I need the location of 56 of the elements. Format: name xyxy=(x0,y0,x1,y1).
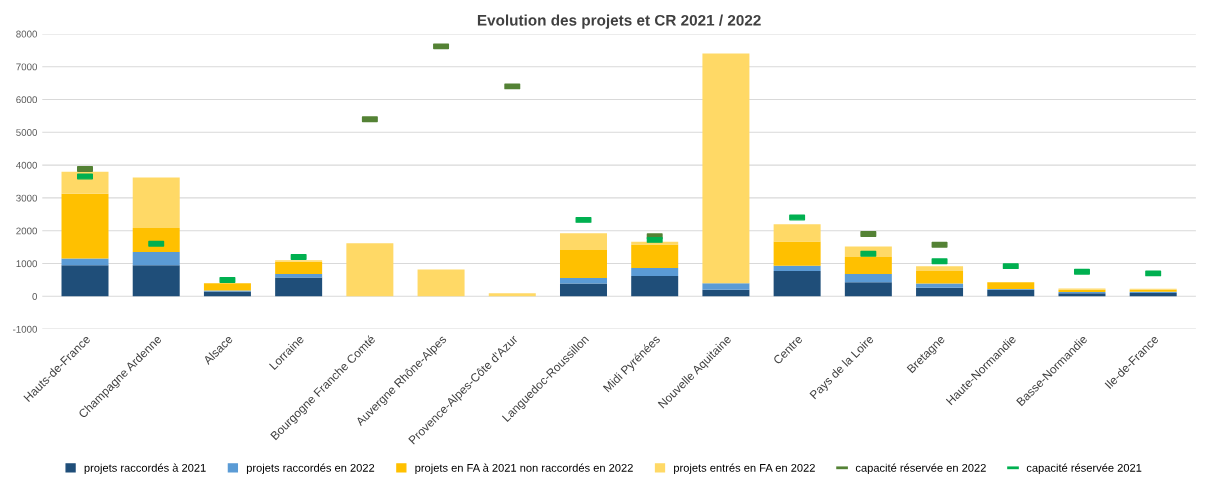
legend-label: projets raccordés en 2022 xyxy=(246,463,375,474)
bar xyxy=(417,269,465,297)
bar xyxy=(631,268,679,276)
bar xyxy=(61,265,109,297)
bar xyxy=(702,283,750,290)
bar xyxy=(132,252,180,266)
bar xyxy=(346,243,394,297)
y-tick-label: 1000 xyxy=(16,260,38,268)
bar xyxy=(559,250,607,278)
y-tick-label: 0 xyxy=(32,293,38,300)
y-tick-label: 6000 xyxy=(16,96,38,104)
bar xyxy=(61,171,109,194)
bar xyxy=(702,53,750,284)
y-tick-label: 7000 xyxy=(16,63,38,71)
bar xyxy=(559,233,607,251)
bar xyxy=(132,228,180,253)
bar xyxy=(559,283,607,297)
y-tick-label: 8000 xyxy=(16,30,38,38)
bar xyxy=(702,289,750,297)
y-tick-label: 5000 xyxy=(16,129,38,136)
legend-label: capacité réservée en 2022 xyxy=(855,463,986,474)
bar xyxy=(132,177,180,229)
bar xyxy=(844,282,892,297)
bar xyxy=(987,282,1035,290)
bar xyxy=(61,193,109,259)
legend-label: capacité réservée 2021 xyxy=(1026,463,1142,474)
bar xyxy=(132,265,180,297)
bar xyxy=(275,261,323,275)
bar xyxy=(844,274,892,283)
bar xyxy=(488,293,536,297)
y-tick-label: 3000 xyxy=(16,194,38,202)
legend-label: projets entrés en FA en 2022 xyxy=(674,463,815,474)
legend-label: projets en FA à 2021 non raccordés en 2022 xyxy=(415,463,633,474)
bar xyxy=(559,277,607,284)
chart-title: Evolution des projets et CR 2021 / 2022 xyxy=(477,14,761,29)
bar xyxy=(773,224,821,242)
bar xyxy=(987,289,1035,297)
bar xyxy=(916,287,964,297)
bar xyxy=(844,256,892,275)
bar xyxy=(631,275,679,297)
bar xyxy=(203,283,251,291)
bar xyxy=(773,241,821,266)
bar xyxy=(631,244,679,269)
bar xyxy=(773,265,821,272)
y-tick-label: 4000 xyxy=(16,161,38,169)
legend-label: projets raccordés à 2021 xyxy=(84,463,206,474)
y-tick-label: -1000 xyxy=(12,325,38,333)
bar xyxy=(203,291,251,297)
bar xyxy=(275,274,323,278)
bar xyxy=(916,271,964,284)
y-tick-label: 2000 xyxy=(16,227,38,235)
bar xyxy=(61,258,109,266)
bar xyxy=(916,266,964,272)
bar xyxy=(773,271,821,297)
bar xyxy=(275,277,323,297)
bar xyxy=(916,283,964,288)
